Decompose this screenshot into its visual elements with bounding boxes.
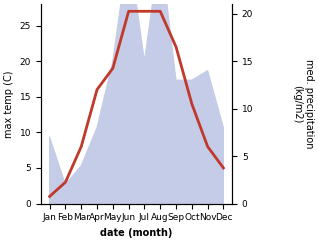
Y-axis label: med. precipitation
(kg/m2): med. precipitation (kg/m2): [292, 59, 314, 149]
Y-axis label: max temp (C): max temp (C): [4, 70, 14, 138]
X-axis label: date (month): date (month): [100, 228, 173, 238]
